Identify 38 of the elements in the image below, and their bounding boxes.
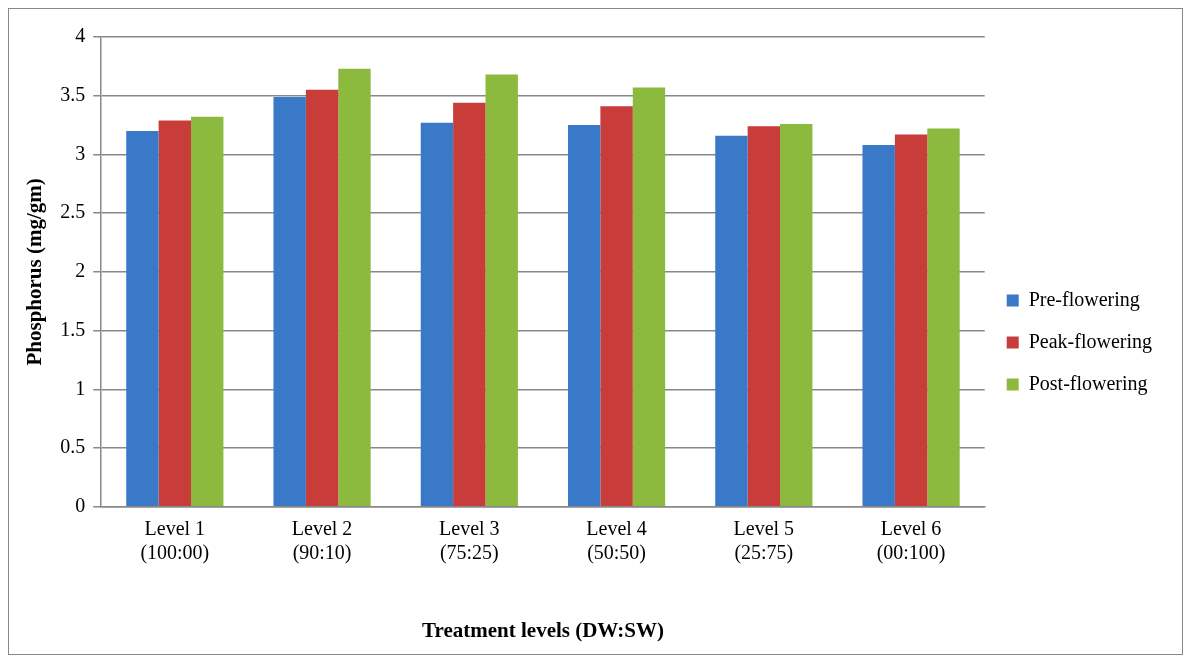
y-axis-title: Phosphorus (mg/gm) xyxy=(22,178,47,366)
x-tick-label: Level 1 (100:00) xyxy=(140,517,210,565)
bar xyxy=(191,116,224,507)
y-tick-label: 1.5 xyxy=(60,317,86,340)
bar xyxy=(862,145,895,507)
bar xyxy=(126,130,159,507)
x-tick-label: Level 4 (50:50) xyxy=(586,517,647,565)
y-tick-label: 2 xyxy=(75,259,86,282)
legend-label: Pre-flowering xyxy=(1028,287,1140,311)
bar xyxy=(485,74,518,507)
x-tick-label: Level 3 (75:25) xyxy=(439,517,500,565)
bar xyxy=(567,125,601,507)
x-tick-label: Level 6 (00:100) xyxy=(876,517,946,565)
y-tick-label: 4 xyxy=(75,24,86,47)
bar xyxy=(715,135,748,507)
bar xyxy=(894,134,928,507)
x-tick-label: Level 2 (90:10) xyxy=(291,517,353,565)
bar xyxy=(453,102,486,507)
y-tick-label: 2.5 xyxy=(60,200,86,223)
x-tick-label: Level 5 (25:75) xyxy=(733,517,795,565)
bar xyxy=(305,89,339,507)
bar xyxy=(747,126,781,507)
bar xyxy=(338,68,371,507)
y-tick-label: 1 xyxy=(75,376,86,399)
x-axis-title: Treatment levels (DW:SW) xyxy=(422,617,664,642)
y-tick-label: 0.5 xyxy=(60,435,86,458)
y-tick-label: 0 xyxy=(75,494,86,517)
bar xyxy=(632,87,666,507)
y-tick-label: 3.5 xyxy=(60,82,86,105)
bar xyxy=(927,128,960,507)
bar xyxy=(273,96,306,507)
bar xyxy=(780,123,813,507)
bar xyxy=(158,120,192,507)
y-tick-label: 3 xyxy=(75,141,86,164)
legend-label: Peak-flowering xyxy=(1028,329,1153,353)
bar xyxy=(420,122,454,507)
bar xyxy=(600,106,633,507)
legend-label: Post-flowering xyxy=(1028,371,1148,395)
